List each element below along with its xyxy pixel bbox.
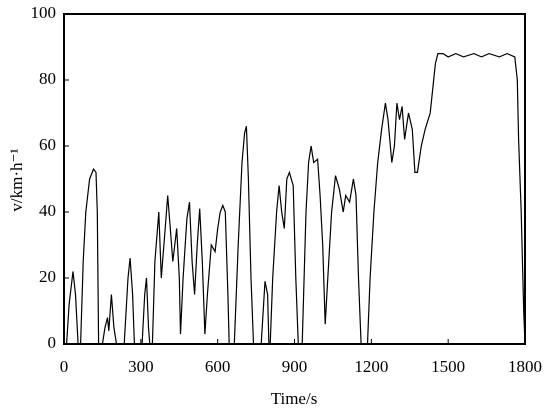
y-tick-label: 20	[39, 267, 56, 286]
x-tick-label: 0	[60, 357, 69, 376]
line	[64, 52, 526, 345]
plot-frame	[63, 13, 526, 345]
x-tick-label: 600	[205, 357, 231, 376]
y-tick-label: 100	[31, 3, 57, 22]
x-tick-label: 1500	[431, 357, 465, 376]
y-tick-label: 80	[39, 69, 56, 88]
y-axis-label: v/km·h⁻¹	[7, 148, 26, 211]
x-tick-label: 300	[128, 357, 154, 376]
x-axis-label: Time/s	[271, 389, 318, 408]
x-tick-label: 1200	[354, 357, 388, 376]
y-tick-label: 60	[39, 135, 56, 154]
y-tick-label: 40	[39, 201, 56, 220]
x-tick-label: 1800	[508, 357, 542, 376]
y-tick-label: 0	[48, 333, 57, 352]
x-tick-label: 900	[282, 357, 308, 376]
